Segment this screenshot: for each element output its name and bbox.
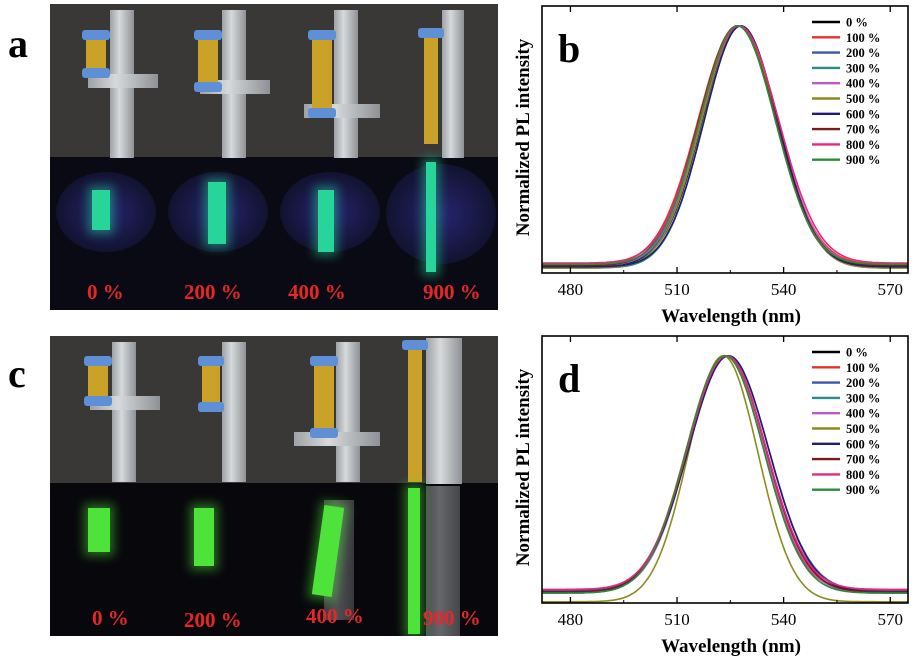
plot-frame — [541, 335, 909, 604]
legend-label: 700 % — [846, 123, 880, 137]
series-line-600pct — [542, 24, 908, 268]
pl-spectra-chart-d: 480 510 540 570 Wavelength (nm) Normalized PL… — [513, 335, 909, 657]
panel-letter-b: b — [558, 26, 580, 71]
x-tick-label: 570 — [877, 280, 903, 299]
strain-label: 200 % — [184, 280, 242, 304]
panel-letter-a: a — [8, 21, 28, 66]
pl-spectra-chart-b: 480 510 540 570 Wavelength (nm) Normalized PL… — [513, 5, 909, 327]
y-axis-label: Normalized PL intensity — [513, 38, 534, 236]
x-tick-label: 510 — [664, 610, 690, 629]
photo-panel-a: 0 % 200 % 400 % 900 % — [50, 4, 498, 310]
legend-label: 400 % — [846, 77, 880, 91]
series-line-900pct — [542, 24, 908, 266]
x-tick-label: 570 — [877, 610, 903, 629]
strain-label: 400 % — [288, 280, 346, 304]
legend-label: 0 % — [846, 346, 868, 360]
photo-panel-c: 0 % 200 % 400 % 900 % — [50, 336, 498, 636]
legend-label: 200 % — [846, 46, 880, 60]
series-line-900pct — [542, 354, 908, 594]
legend-label: 800 % — [846, 138, 880, 152]
legend-label: 100 % — [846, 361, 880, 375]
legend-label: 300 % — [846, 61, 880, 75]
strain-label: 400 % — [306, 604, 364, 628]
series-line-800pct — [542, 24, 908, 264]
x-tick-label: 480 — [558, 280, 584, 299]
panel-letter-c: c — [8, 351, 26, 396]
x-tick-label: 510 — [664, 280, 690, 299]
x-axis-label: Wavelength (nm) — [661, 636, 801, 657]
legend-label: 300 % — [846, 391, 880, 405]
x-tick-label: 540 — [771, 280, 797, 299]
legend-label: 600 % — [846, 437, 880, 451]
x-tick-label: 540 — [771, 610, 797, 629]
x-tick-label: 480 — [558, 610, 584, 629]
legend-label: 600 % — [846, 107, 880, 121]
x-axis-label: Wavelength (nm) — [661, 306, 801, 327]
strain-label: 900 % — [423, 280, 481, 304]
strain-label: 0 % — [92, 606, 129, 630]
legend-label: 100 % — [846, 31, 880, 45]
legend-label: 400 % — [846, 407, 880, 421]
strain-label: 0 % — [87, 280, 124, 304]
strain-label: 900 % — [423, 606, 481, 630]
legend-label: 500 % — [846, 422, 880, 436]
legend-label: 900 % — [846, 153, 880, 167]
legend-label: 800 % — [846, 468, 880, 482]
y-axis-label: Normalized PL intensity — [513, 368, 534, 566]
legend-label: 200 % — [846, 376, 880, 390]
strain-label: 200 % — [184, 608, 242, 632]
legend-label: 900 % — [846, 483, 880, 497]
plot-frame — [541, 5, 909, 274]
legend-label: 700 % — [846, 453, 880, 467]
panel-letter-d: d — [558, 356, 580, 401]
legend-label: 500 % — [846, 92, 880, 106]
legend-label: 0 % — [846, 16, 868, 30]
